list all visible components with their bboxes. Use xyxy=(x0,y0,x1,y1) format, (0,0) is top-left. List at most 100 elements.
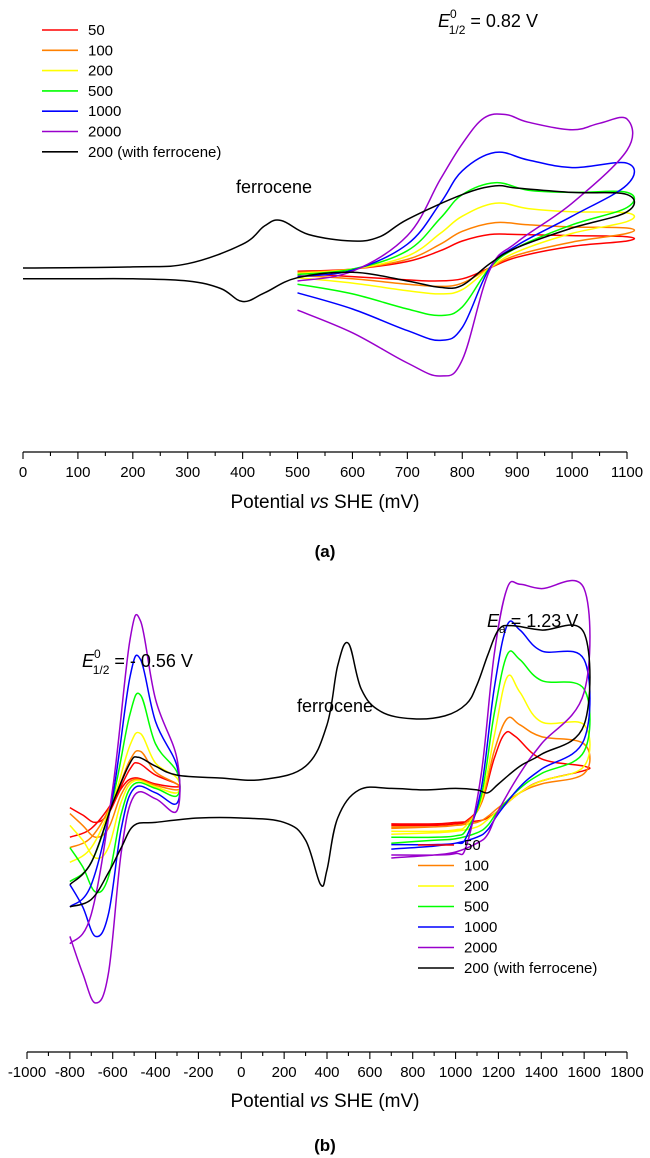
e-half-value: = 0.82 V xyxy=(465,11,538,31)
e-half-annotation: E0 1/2 = 0.82 V xyxy=(438,7,538,37)
legend-entry: 50 xyxy=(418,837,481,854)
x-tick-label: 1600 xyxy=(567,1064,600,1081)
x-tick-label: 400 xyxy=(314,1064,339,1081)
series-line-50-part-1 xyxy=(69,761,181,838)
series-line-200 xyxy=(297,202,636,295)
series-line-500-part-2 xyxy=(391,650,591,844)
x-tick-label: 800 xyxy=(400,1064,425,1081)
panel-a-annotations: ferrocene E0 1/2 = 0.82 V xyxy=(236,7,538,197)
panel-a-label: (a) xyxy=(315,542,336,561)
ferrocene-label: ferrocene xyxy=(297,696,373,716)
legend-label: 1000 xyxy=(88,103,121,120)
x-tick-label: 1800 xyxy=(610,1064,643,1081)
e-a-sub: a xyxy=(499,622,506,636)
legend-entry: 500 xyxy=(42,83,113,100)
e-half-sub: 1/2 xyxy=(449,23,466,37)
x-tick-label: 600 xyxy=(340,464,365,481)
x-tick-label: 400 xyxy=(230,464,255,481)
e-half-annotation: E0 1/2 = - 0.56 V xyxy=(82,647,193,677)
legend-entry: 100 xyxy=(418,858,489,875)
x-tick-label: -800 xyxy=(55,1064,85,1081)
x-tick-label: -1000 xyxy=(8,1064,46,1081)
panel-b-label: (b) xyxy=(314,1136,336,1155)
legend-entry: 1000 xyxy=(42,103,121,120)
series-line-200-with-ferrocene- xyxy=(69,624,591,908)
panel-a-legend: 50 100 200 500 1000 2000 200 (with ferrocene) xyxy=(42,22,221,161)
series-line-50-part-2 xyxy=(391,730,591,827)
legend-entry: 100 xyxy=(42,42,113,59)
panel-b-chart: -1000 -800 -600 -400 -200 0 200 400 600 800 1000 12… xyxy=(8,579,644,1155)
legend-label: 500 xyxy=(88,83,113,100)
x-tick-label: 800 xyxy=(450,464,475,481)
panel-a-chart: 0 100 200 300 400 500 600 700 800 900 1000 1100 501… xyxy=(19,7,643,561)
legend-label: 200 xyxy=(464,878,489,895)
e-half-sub: 1/2 xyxy=(93,663,110,677)
x-tick-label: 1000 xyxy=(555,464,588,481)
series-line-2000 xyxy=(297,113,634,377)
legend-label: 50 xyxy=(464,837,481,854)
x-tick-label: 1400 xyxy=(525,1064,558,1081)
x-tick-label: 600 xyxy=(357,1064,382,1081)
legend-label: 1000 xyxy=(464,919,497,936)
legend-entry: 200 (with ferrocene) xyxy=(418,960,597,977)
legend-entry: 200 xyxy=(42,63,113,80)
panel-b-legend: 50 100 200 500 1000 2000 200 (with ferrocene) xyxy=(418,837,597,977)
panel-a-x-axis-title: Potential vs SHE (mV) xyxy=(230,492,419,513)
legend-entry: 50 xyxy=(42,22,105,39)
legend-entry: 500 xyxy=(418,899,489,916)
x-tick-label: 0 xyxy=(237,1064,245,1081)
legend-label: 100 xyxy=(88,42,113,59)
x-tick-label: 200 xyxy=(272,1064,297,1081)
x-tick-label: 1000 xyxy=(439,1064,472,1081)
legend-label: 500 xyxy=(464,899,489,916)
series-line-200-with-ferrocene- xyxy=(22,184,636,303)
e-half-sup: 0 xyxy=(94,647,101,661)
series-line-500-part-1 xyxy=(69,692,181,894)
legend-entry: 200 (with ferrocene) xyxy=(42,144,221,161)
series-line-2000-part-1 xyxy=(69,613,181,1004)
series-line-1000 xyxy=(297,151,636,342)
legend-entry: 1000 xyxy=(418,919,497,936)
e-half-symbol: E xyxy=(82,651,95,671)
legend-label: 100 xyxy=(464,858,489,875)
legend-label: 200 (with ferrocene) xyxy=(464,960,597,977)
legend-entry: 2000 xyxy=(42,124,121,141)
panel-a-x-axis: 0 100 200 300 400 500 600 700 800 900 1000 1100 xyxy=(19,451,643,481)
e-a-symbol: E xyxy=(487,611,500,631)
legend-label: 200 xyxy=(88,63,113,80)
e-a-value: = 1.23 V xyxy=(506,611,579,631)
panel-b-annotations: ferrocene E0 1/2 = - 0.56 V Ea = 1.23 V xyxy=(82,611,578,716)
series-line-200-part-2 xyxy=(391,674,591,836)
ferrocene-label: ferrocene xyxy=(236,177,312,197)
x-tick-label: 0 xyxy=(19,464,27,481)
legend-label: 50 xyxy=(88,22,105,39)
x-tick-label: 700 xyxy=(395,464,420,481)
x-tick-label: -200 xyxy=(183,1064,213,1081)
series-line-1000-part-1 xyxy=(69,654,181,938)
legend-label: 2000 xyxy=(464,940,497,957)
legend-label: 2000 xyxy=(88,124,121,141)
x-tick-label: -400 xyxy=(141,1064,171,1081)
x-tick-label: 1100 xyxy=(611,464,643,481)
panel-b-traces xyxy=(69,579,591,1004)
series-line-50 xyxy=(297,233,636,282)
x-tick-label: 1200 xyxy=(482,1064,515,1081)
panel-b-x-axis: -1000 -800 -600 -400 -200 0 200 400 600 800 1000 12… xyxy=(8,1051,644,1081)
panel-b-x-axis-title: Potential vs SHE (mV) xyxy=(230,1091,419,1112)
e-a-annotation: Ea = 1.23 V xyxy=(487,611,578,636)
series-line-2000-part-2 xyxy=(391,579,591,859)
x-tick-label: 200 xyxy=(120,464,145,481)
series-line-500 xyxy=(297,181,636,317)
legend-entry: 200 xyxy=(418,878,489,895)
e-half-value: = - 0.56 V xyxy=(109,651,193,671)
e-half-symbol: E xyxy=(438,11,451,31)
panel-a-traces xyxy=(22,113,636,377)
x-tick-label: -600 xyxy=(98,1064,128,1081)
legend-entry: 2000 xyxy=(418,940,497,957)
series-line-1000-part-2 xyxy=(391,620,591,850)
legend-label: 200 (with ferrocene) xyxy=(88,144,221,161)
x-tick-label: 100 xyxy=(65,464,90,481)
x-tick-label: 500 xyxy=(285,464,310,481)
series-line-100-part-2 xyxy=(391,716,591,830)
